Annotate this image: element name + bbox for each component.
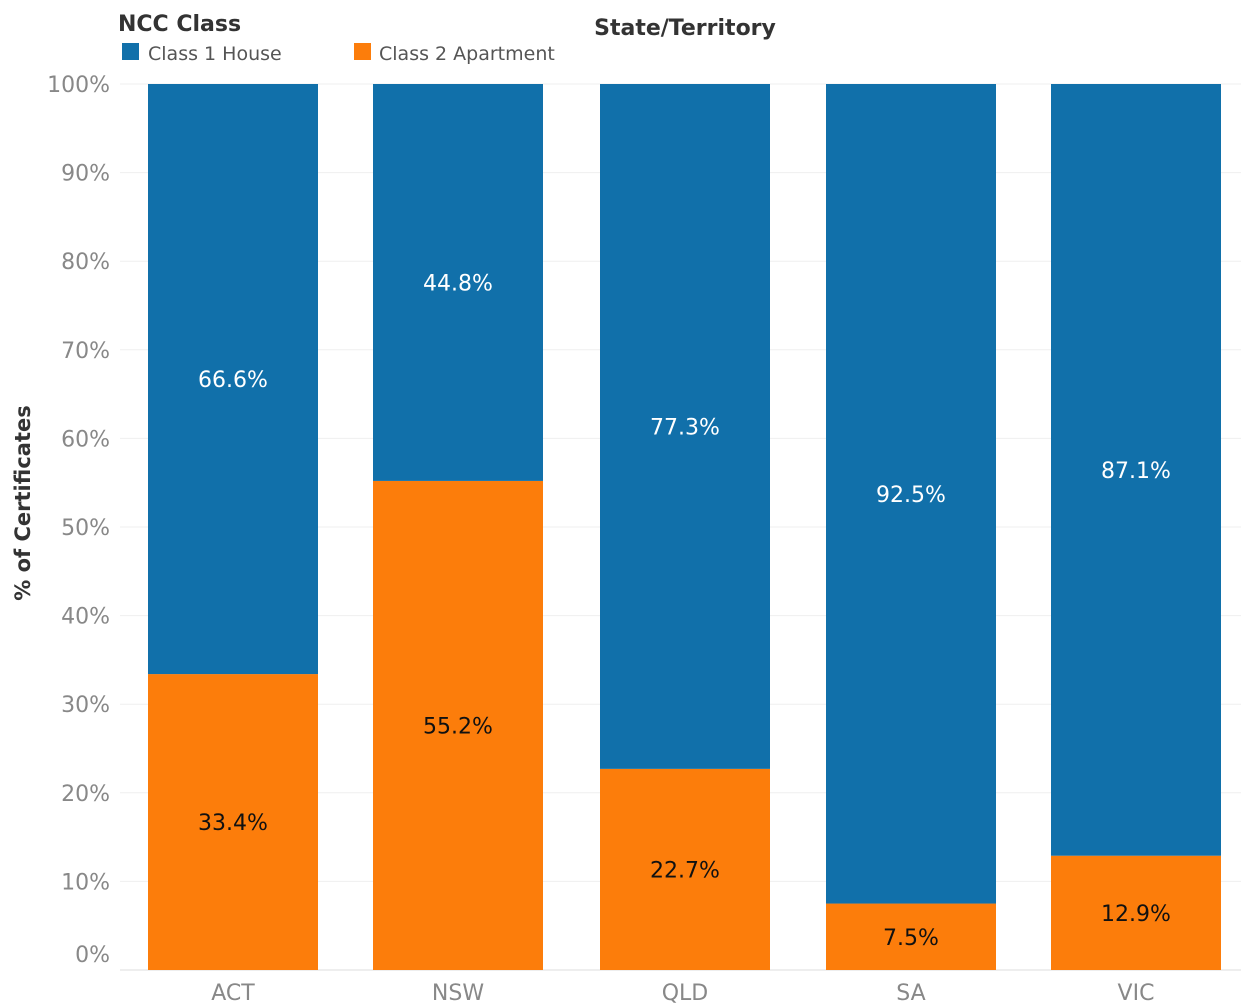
legend-swatch-class2-apartment — [354, 43, 371, 60]
data-label-qld-class1-house: 77.3% — [650, 415, 720, 440]
x-tick-label-vic: VIC — [1118, 981, 1155, 1005]
data-label-nsw-class1-house: 44.8% — [423, 271, 493, 296]
y-tick-label: 30% — [61, 693, 110, 718]
y-tick-label: 0% — [75, 943, 110, 968]
legend-title: NCC Class — [118, 12, 241, 37]
bar-qld-class2-apartment — [600, 768, 770, 970]
bar-sa-class1-house — [826, 84, 996, 904]
bar-nsw-class1-house — [373, 84, 543, 481]
y-axis-label: % of Certificates — [11, 405, 35, 600]
x-tick-label-act: ACT — [211, 981, 255, 1005]
bars — [148, 84, 1221, 970]
data-label-sa-class1-house: 92.5% — [876, 483, 946, 508]
y-tick-label: 80% — [61, 250, 110, 275]
bar-act-class1-house — [148, 84, 318, 675]
x-tick-label-qld: QLD — [662, 981, 709, 1005]
y-tick-label: 70% — [61, 339, 110, 364]
data-label-nsw-class2-apartment: 55.2% — [423, 714, 493, 739]
y-tick-label: 20% — [61, 782, 110, 807]
y-axis-ticks: 0% 10% 20% 30% 40% 50% 60% 70% 80% 90% 100% — [47, 73, 110, 968]
y-tick-label: 10% — [61, 870, 110, 895]
data-labels: 33.4% 66.6% 55.2% 44.8% 22.7% 77.3% 7.5% 92.5% 1… — [198, 271, 1171, 950]
data-label-sa-class2-apartment: 7.5% — [883, 926, 939, 951]
y-tick-label: 100% — [47, 73, 110, 98]
data-label-vic-class1-house: 87.1% — [1101, 459, 1171, 484]
x-tick-label-sa: SA — [896, 981, 925, 1005]
data-label-act-class2-apartment: 33.4% — [198, 811, 268, 836]
bar-sa-class2-apartment — [826, 903, 996, 970]
bar-vic-class2-apartment — [1051, 855, 1221, 970]
bar-nsw-class2-apartment — [373, 480, 543, 970]
data-label-act-class1-house: 66.6% — [198, 368, 268, 393]
bar-qld-class1-house — [600, 84, 770, 769]
x-axis-ticks: ACT NSW QLD SA VIC — [211, 981, 1154, 1005]
y-tick-label: 50% — [61, 516, 110, 541]
data-label-vic-class2-apartment: 12.9% — [1101, 902, 1171, 927]
bar-vic-class1-house — [1051, 84, 1221, 856]
legend: NCC Class Class 1 House Class 2 Apartmen… — [118, 12, 555, 65]
y-tick-label: 40% — [61, 605, 110, 630]
y-tick-label: 60% — [61, 427, 110, 452]
bar-act-class2-apartment — [148, 674, 318, 970]
column-header: State/Territory — [594, 16, 776, 41]
legend-swatch-class1-house — [122, 43, 139, 60]
legend-label-class2-apartment: Class 2 Apartment — [379, 43, 555, 65]
x-tick-label-nsw: NSW — [432, 981, 484, 1005]
legend-label-class1-house: Class 1 House — [148, 43, 282, 65]
y-tick-label: 90% — [61, 162, 110, 187]
data-label-qld-class2-apartment: 22.7% — [650, 858, 720, 883]
